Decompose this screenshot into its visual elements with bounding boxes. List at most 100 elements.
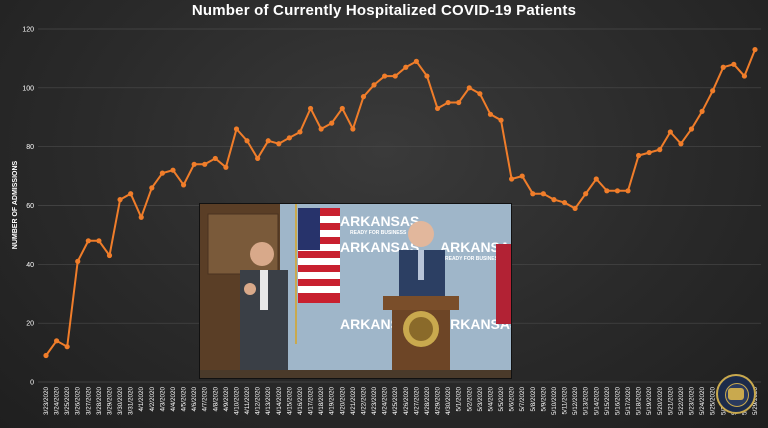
y-tick-label: 20 xyxy=(26,321,34,328)
data-point xyxy=(667,129,673,135)
x-tick-label: 4/6/2020 xyxy=(191,387,198,412)
x-tick-label: 4/7/2020 xyxy=(202,387,209,412)
x-tick-label: 4/24/2020 xyxy=(382,387,389,416)
podium xyxy=(383,296,459,372)
x-tick-label: 4/10/2020 xyxy=(233,387,240,416)
x-tick-label: 4/11/2020 xyxy=(244,387,251,415)
x-tick-label: 5/14/2020 xyxy=(593,387,600,416)
data-point xyxy=(487,111,494,117)
x-tick-label: 4/29/2020 xyxy=(435,387,442,416)
data-point xyxy=(339,105,345,112)
x-tick-label: 5/11/2020 xyxy=(562,387,569,415)
seal-emblem xyxy=(728,388,744,400)
data-point xyxy=(53,338,60,344)
backdrop-tagline-1: READY FOR BUSINESS xyxy=(350,230,407,236)
data-point xyxy=(212,155,218,162)
x-tick-label: 3/30/2020 xyxy=(117,387,124,416)
x-tick-label: 5/10/2020 xyxy=(551,387,558,416)
data-point xyxy=(159,170,166,176)
x-tick-label: 5/24/2020 xyxy=(699,387,706,416)
backdrop-word-1: ARKANSAS xyxy=(340,213,419,229)
us-flag xyxy=(295,204,340,344)
x-tick-label: 3/23/2020 xyxy=(43,387,50,416)
data-point xyxy=(392,73,398,79)
data-point xyxy=(318,126,324,132)
x-tick-label: 4/25/2020 xyxy=(392,387,399,416)
data-point xyxy=(540,191,546,197)
x-tick-label: 5/5/2020 xyxy=(498,387,505,412)
x-tick-label: 4/8/2020 xyxy=(212,387,219,412)
x-tick-label: 4/27/2020 xyxy=(413,387,420,416)
state-seal-logo xyxy=(716,374,756,414)
x-tick-label: 4/26/2020 xyxy=(403,387,410,416)
x-tick-label: 4/13/2020 xyxy=(265,387,272,416)
x-tick-label: 4/4/2020 xyxy=(170,387,177,412)
interpreter-figure xyxy=(240,242,288,378)
x-tick-label: 5/9/2020 xyxy=(540,387,547,412)
x-tick-label: 3/29/2020 xyxy=(106,387,113,416)
data-point xyxy=(170,167,176,173)
data-point xyxy=(424,73,430,79)
x-tick-label: 5/17/2020 xyxy=(625,387,632,416)
x-tick-label: 5/7/2020 xyxy=(519,387,526,412)
seal-inner-ring xyxy=(725,383,749,407)
x-tick-label: 5/21/2020 xyxy=(667,387,674,416)
data-point xyxy=(614,188,621,194)
x-tick-label: 4/20/2020 xyxy=(339,387,346,416)
x-tick-label: 5/1/2020 xyxy=(456,387,463,412)
data-point xyxy=(635,152,642,159)
chart-title: Number of Currently Hospitalized COVID-1… xyxy=(191,2,577,19)
x-tick-label: 4/30/2020 xyxy=(445,387,452,416)
x-axis-ticks: 3/23/2020 3/24/2020 3/25/2020 3/26/2020 3/27… xyxy=(43,387,759,416)
data-point xyxy=(297,129,303,135)
data-point xyxy=(403,64,409,70)
x-tick-label: 4/15/2020 xyxy=(286,387,293,416)
data-point xyxy=(138,214,144,220)
data-point xyxy=(64,344,70,350)
y-axis-ticks: 0 20 40 60 80 100 120 xyxy=(22,27,34,387)
data-point xyxy=(678,141,684,147)
y-tick-label: 40 xyxy=(26,262,34,269)
data-point xyxy=(244,138,250,144)
data-point xyxy=(710,88,716,94)
x-tick-label: 5/15/2020 xyxy=(604,387,611,416)
x-tick-label: 4/2/2020 xyxy=(149,387,156,412)
data-point xyxy=(371,82,377,88)
backdrop-word-2: ARKANSAS xyxy=(440,239,511,255)
data-point xyxy=(445,99,451,106)
backdrop-tagline-2: READY FOR BUSINESS xyxy=(445,256,502,262)
data-point xyxy=(117,197,123,203)
data-point xyxy=(180,182,187,188)
x-tick-label: 4/5/2020 xyxy=(181,387,188,412)
y-axis-label: NUMBER OF ADMISSIONS xyxy=(12,160,19,249)
data-point xyxy=(752,46,758,53)
speaker-figure xyxy=(399,221,445,300)
x-tick-label: 4/1/2020 xyxy=(138,387,145,412)
x-tick-label: 5/29/2020 xyxy=(752,387,759,416)
data-point xyxy=(477,91,483,97)
x-tick-label: 5/12/2020 xyxy=(572,387,579,416)
data-point xyxy=(202,161,208,167)
data-point xyxy=(646,149,652,156)
x-tick-label: 5/2/2020 xyxy=(466,387,473,412)
x-tick-label: 3/31/2020 xyxy=(128,387,135,416)
data-point xyxy=(255,155,261,162)
x-tick-label: 4/12/2020 xyxy=(255,387,262,416)
x-tick-label: 5/16/2020 xyxy=(614,387,621,416)
data-point xyxy=(382,73,388,79)
x-tick-label: 4/17/2020 xyxy=(308,387,315,416)
data-point xyxy=(456,99,462,106)
x-tick-label: 4/19/2020 xyxy=(329,387,336,416)
x-tick-label: 4/21/2020 xyxy=(350,387,357,416)
data-points xyxy=(43,46,758,359)
data-point xyxy=(191,161,197,167)
data-point xyxy=(498,117,504,123)
x-tick-label: 3/26/2020 xyxy=(75,387,82,416)
data-point xyxy=(466,85,472,91)
data-point xyxy=(350,126,356,132)
data-point xyxy=(265,138,271,144)
x-tick-label: 5/20/2020 xyxy=(657,387,664,416)
y-tick-label: 120 xyxy=(22,27,34,34)
data-point xyxy=(149,185,155,191)
